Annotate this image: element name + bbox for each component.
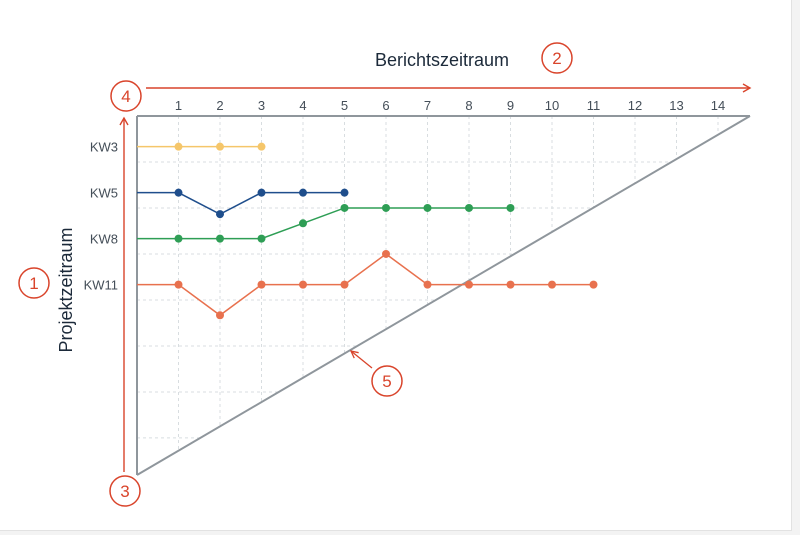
data-point	[465, 280, 473, 289]
data-point	[257, 188, 266, 197]
series-line	[137, 191, 345, 215]
x-tick-label: 2	[216, 98, 223, 113]
data-point	[257, 280, 266, 289]
series-group	[137, 142, 598, 320]
data-point	[174, 234, 183, 243]
data-point	[299, 219, 307, 228]
callout-circle	[371, 365, 403, 397]
data-point	[423, 203, 432, 212]
axis-titles: Berichtszeitraum Projektzeitraum	[56, 50, 509, 353]
callout-number: 1	[29, 274, 38, 293]
data-point	[216, 210, 224, 219]
callout-circle	[541, 42, 573, 74]
x-tick-label: 14	[711, 98, 725, 113]
callout-circle	[109, 475, 141, 507]
x-tick-label: 6	[382, 98, 389, 113]
y-tick-label: KW5	[90, 186, 118, 201]
data-point	[174, 280, 183, 289]
x-axis-title: Berichtszeitraum	[375, 50, 509, 70]
callout-5-pointer	[349, 350, 373, 369]
data-point	[340, 188, 349, 197]
callout-2: 2	[541, 42, 573, 74]
data-point	[216, 142, 224, 151]
data-point	[174, 188, 183, 197]
data-point	[174, 142, 183, 151]
callout-number: 5	[382, 372, 391, 391]
data-point	[589, 280, 598, 289]
callout-number: 3	[120, 482, 129, 501]
callout-1: 1	[18, 267, 50, 299]
x-tick-label: 11	[587, 98, 601, 113]
y-axis-title: Projektzeitraum	[56, 227, 76, 352]
data-point	[506, 203, 515, 212]
x-tick-label: 3	[258, 98, 265, 113]
data-point	[340, 203, 349, 212]
data-point	[423, 280, 432, 289]
data-point	[340, 280, 349, 289]
x-tick-label: 8	[465, 98, 472, 113]
x-tick-label: 12	[628, 98, 642, 113]
grid-lines	[137, 116, 719, 451]
data-point	[465, 203, 473, 212]
y-tick-label: KW8	[90, 232, 118, 247]
y-tick-label: KW11	[84, 278, 118, 293]
series-3	[137, 142, 266, 151]
series-line	[137, 207, 511, 240]
diagonal-line	[136, 115, 751, 476]
x-tick-label: 1	[175, 98, 182, 113]
callout-4: 4	[110, 80, 142, 112]
series-line	[137, 253, 594, 317]
y-tick-label: KW3	[90, 140, 118, 155]
axes	[119, 83, 752, 476]
data-point	[216, 234, 224, 243]
data-point	[299, 280, 307, 289]
x-tick-label: 9	[507, 98, 514, 113]
data-point	[299, 188, 307, 197]
x-tick-label: 7	[424, 98, 431, 113]
x-tick-label: 10	[545, 98, 559, 113]
x-tick-label: 5	[341, 98, 348, 113]
callout-number: 2	[552, 49, 561, 68]
callout-5: 5	[371, 365, 403, 397]
callout-number: 4	[121, 87, 130, 106]
data-point	[382, 249, 390, 258]
data-point	[548, 280, 556, 289]
data-point	[506, 280, 515, 289]
x-tick-label: 4	[299, 98, 306, 113]
x-tick-label: 13	[669, 98, 683, 113]
callout-circle	[110, 80, 142, 112]
data-point	[257, 142, 266, 151]
callout-3: 3	[109, 475, 141, 507]
annotations: 1 2 3 4 5	[18, 42, 573, 507]
data-point	[382, 203, 390, 212]
series-0	[137, 249, 598, 320]
data-point	[257, 234, 266, 243]
data-point	[216, 311, 224, 320]
series-2	[137, 188, 349, 219]
series-1	[137, 203, 515, 243]
callout-circle	[18, 267, 50, 299]
